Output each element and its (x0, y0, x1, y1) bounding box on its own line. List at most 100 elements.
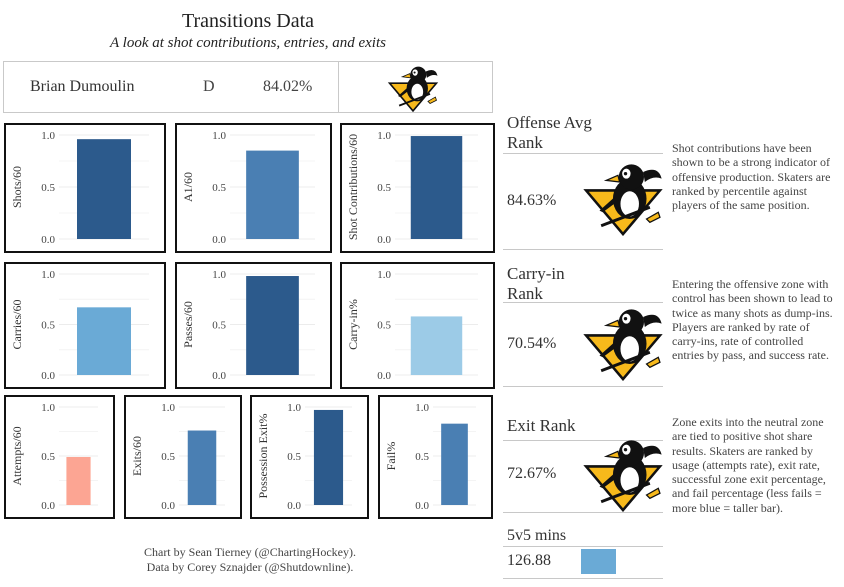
y-tick-label: 0.0 (377, 234, 391, 246)
penguins-logo-icon (583, 309, 663, 381)
bar-passes (246, 276, 299, 375)
bar-chart-carries: 1.0 0.5 0.0 Carries/60 (10, 269, 149, 382)
bar-possession-exit (313, 409, 344, 505)
exit-rank-rule-top (503, 440, 663, 441)
bar-chart-a1: 1.0 0.5 0.0 A1/60 (181, 130, 315, 246)
logo-belly (620, 336, 639, 362)
minutes-rule-top (503, 546, 663, 547)
y-axis-label: Fail% (384, 442, 398, 471)
offense-rank-rule-bottom (503, 249, 663, 250)
y-axis-label: Passes/60 (181, 301, 195, 348)
y-axis-label: Carry-in% (346, 299, 360, 350)
bar-chart-carry-in: 1.0 0.5 0.0 Carry-in% (346, 269, 478, 382)
exit-rank-value: 72.67% (507, 465, 557, 482)
logo-scarf (643, 169, 662, 183)
penguins-logo-icon (583, 164, 663, 236)
bar-chart-attempts: 1.0 0.5 0.0 Attempts/60 (10, 402, 98, 512)
y-tick-label: 1.0 (377, 130, 391, 142)
bar-chart-exits: 1.0 0.5 0.0 Exits/60 (130, 402, 225, 512)
chart-panel-passes: 1.0 0.5 0.0 Passes/60 (175, 262, 332, 389)
credit-line-2: Data by Corey Sznajder (@Shutdownline). (146, 560, 354, 574)
logo-eye (623, 171, 628, 176)
bar-exits (187, 430, 217, 505)
logo-scarf (425, 70, 438, 78)
bar-shots (77, 139, 131, 239)
y-axis-label: Attempts/60 (10, 426, 24, 485)
carry-in-rank-label: Carry-in Rank (507, 264, 565, 303)
y-tick-label: 1.0 (41, 402, 55, 414)
logo-flipper (599, 197, 617, 213)
y-tick-label: 0.5 (41, 182, 55, 194)
logo-beak (603, 319, 621, 328)
logo-feet (427, 96, 437, 104)
y-tick-label: 1.0 (415, 402, 429, 414)
logo-stick (600, 481, 651, 504)
chart-panel-a1: 1.0 0.5 0.0 A1/60 (175, 123, 332, 253)
page-title: Transitions Data (181, 10, 315, 32)
y-tick-label: 0.5 (377, 320, 391, 332)
chart-panel-exits: 1.0 0.5 0.0 Exits/60 (124, 395, 242, 519)
logo-beak (400, 73, 412, 79)
carry-in-rank-value: 70.54% (507, 335, 557, 352)
y-tick-label: 0.0 (377, 370, 391, 382)
bar-carry-in (410, 316, 463, 375)
logo-flipper (398, 87, 409, 98)
bar-chart-shot-contributions: 1.0 0.5 0.0 Shot Contributions/60 (346, 130, 478, 246)
y-tick-label: 0.0 (41, 234, 55, 246)
logo-stick (398, 92, 431, 107)
bar-chart-passes: 1.0 0.5 0.0 Passes/60 (181, 269, 315, 382)
exit-rank-description: Zone exits into the neutral zone are tie… (672, 415, 826, 515)
bar-shot-contributions (410, 136, 463, 239)
bar-chart-possession-exit: 1.0 0.5 0.0 Possession Exit% (256, 402, 352, 512)
y-tick-label: 0.0 (415, 500, 429, 512)
bar-a1 (246, 150, 299, 239)
player-position: D (203, 78, 215, 95)
y-tick-label: 1.0 (41, 130, 55, 142)
logo-stick (600, 350, 651, 373)
player-percentile: 84.02% (263, 78, 313, 95)
logo-eye (413, 71, 416, 74)
minutes-label: 5v5 mins (507, 527, 567, 544)
logo-flipper (599, 342, 617, 358)
y-tick-label: 1.0 (161, 402, 175, 414)
y-tick-label: 0.0 (161, 500, 175, 512)
y-tick-label: 1.0 (377, 269, 391, 281)
minutes-bar (581, 549, 616, 574)
minutes-rule-bottom (503, 578, 663, 579)
y-tick-label: 0.5 (41, 451, 55, 463)
logo-eye (623, 316, 628, 321)
player-name: Brian Dumoulin (30, 78, 135, 95)
y-axis-label: Exits/60 (130, 436, 144, 476)
y-tick-label: 0.5 (212, 182, 226, 194)
minutes-value: 126.88 (507, 552, 551, 569)
bar-chart-fail: 1.0 0.5 0.0 Fail% (384, 402, 476, 512)
bar-carries (77, 307, 131, 375)
logo-scarf (643, 314, 662, 328)
exit-rank-label: Exit Rank (507, 416, 576, 435)
bar-attempts (66, 456, 91, 505)
player-info-box (3, 61, 493, 113)
page-subtitle: A look at shot contributions, entries, a… (110, 35, 386, 51)
logo-belly (620, 467, 639, 493)
bar-chart-shots: 1.0 0.5 0.0 Shots/60 (10, 130, 149, 246)
bar-fail (441, 423, 468, 505)
credit-line-1: Chart by Sean Tierney (@ChartingHockey). (143, 545, 356, 559)
y-tick-label: 0.5 (377, 182, 391, 194)
y-tick-label: 0.5 (161, 451, 175, 463)
player-box-divider (338, 62, 339, 112)
logo-head (618, 164, 644, 190)
logo-flipper (599, 473, 617, 489)
logo-head (410, 66, 427, 83)
y-axis-label: A1/60 (181, 172, 195, 202)
logo-stick (600, 205, 651, 228)
y-tick-label: 0.0 (287, 500, 301, 512)
chart-panel-possession-exit: 1.0 0.5 0.0 Possession Exit% (250, 395, 369, 519)
y-tick-label: 0.0 (212, 370, 226, 382)
chart-panel-carry-in: 1.0 0.5 0.0 Carry-in% (340, 262, 495, 389)
penguins-logo-icon (387, 66, 439, 112)
carry-in-rank-rule-bottom (503, 386, 663, 387)
logo-beak (603, 450, 621, 459)
y-axis-label: Shot Contributions/60 (346, 134, 360, 240)
logo-head (618, 309, 644, 335)
chart-panel-attempts: 1.0 0.5 0.0 Attempts/60 (4, 395, 115, 519)
